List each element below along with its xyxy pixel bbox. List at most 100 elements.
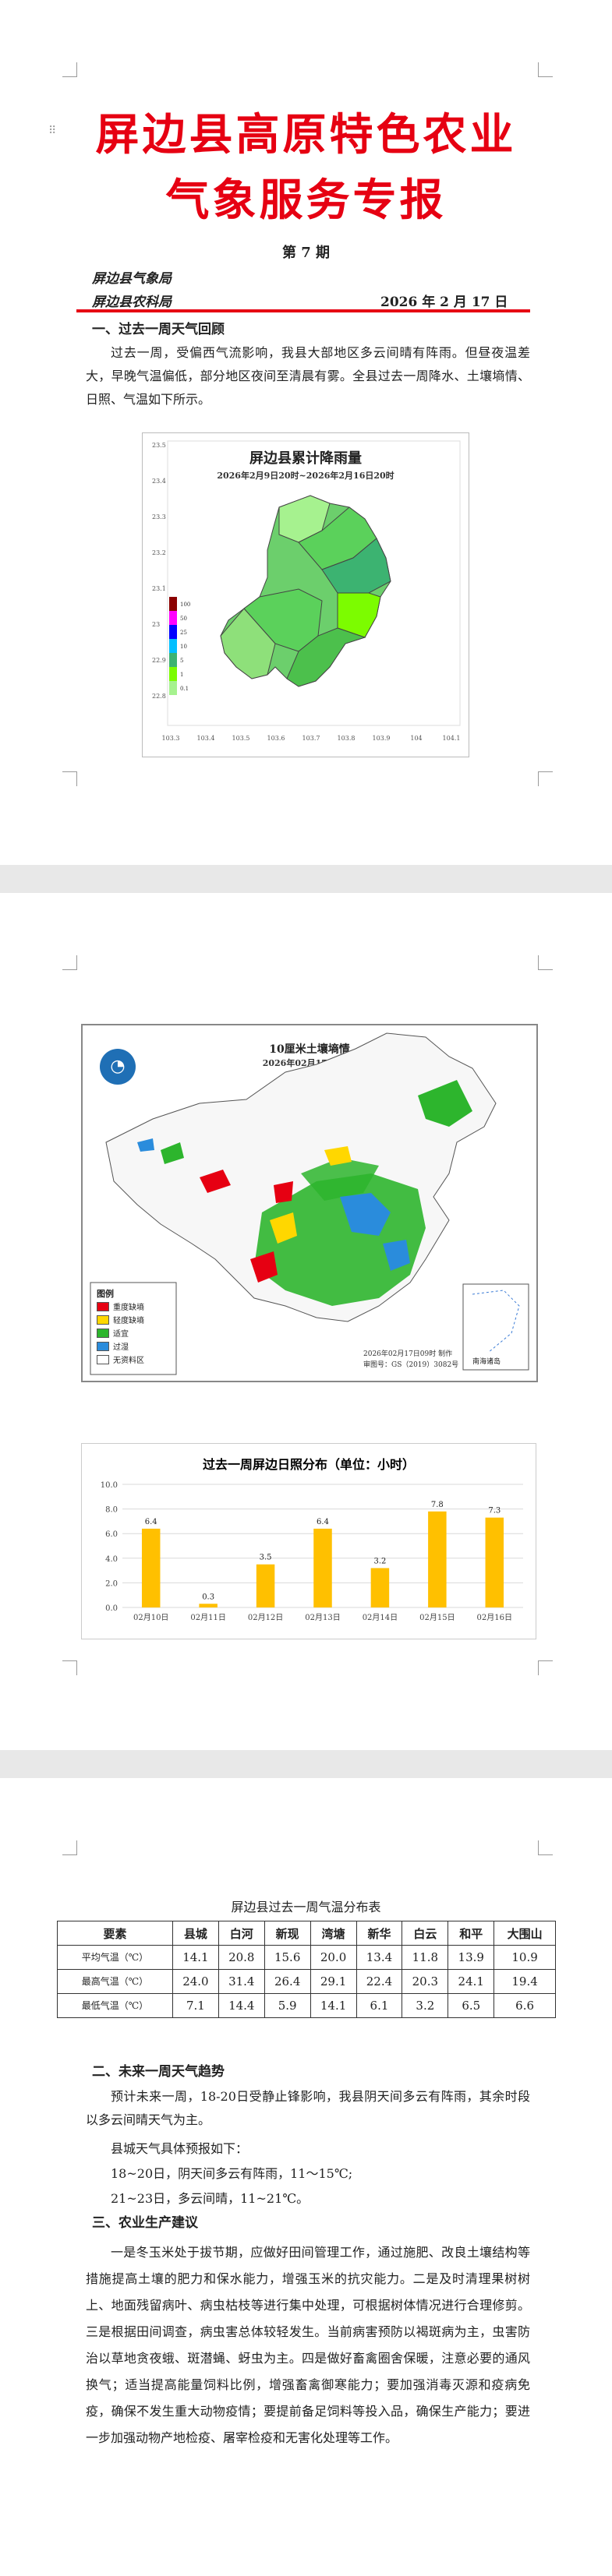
y-tick-label: 10.0 <box>101 1481 118 1490</box>
bar <box>199 1604 218 1607</box>
row-label: 最低气温（℃） <box>57 1993 173 2018</box>
legend-value: 0.1 <box>180 686 189 692</box>
main-title-line2: 气象服务专报 <box>165 175 447 226</box>
section-paragraph: 一是冬玉米处于拔节期，应做好田间管理工作，通过施肥、改良土壤结构等措施提高土壤的… <box>86 2245 530 2445</box>
south-sea-inset <box>462 1283 529 1371</box>
drag-handle-icon[interactable]: ⠿ <box>48 125 57 137</box>
y-tick-label: 8.0 <box>105 1506 118 1515</box>
soil-legend-list: 重度缺墒 轻度缺墒 适宜 过湿 无资料区 <box>97 1300 144 1366</box>
legend-item: 过湿 <box>97 1339 144 1353</box>
corner-mark <box>62 62 77 77</box>
table-row: 最低气温（℃） 7.1 14.4 5.9 14.1 6.1 3.2 6.5 6.6 <box>57 1993 556 2018</box>
x-tick-label: 02月14日 <box>363 1613 398 1622</box>
data-label: 7.3 <box>488 1507 501 1516</box>
x-tick-label: 103.9 <box>373 735 391 742</box>
table-header-cell: 和平 <box>448 1921 495 1946</box>
table-header-cell: 县城 <box>172 1921 219 1946</box>
section-paragraph: 过去一周，受偏西气流影响，我县大部地区多云间晴有阵雨。但昼夜温差大，早晚气温偏低… <box>86 345 530 407</box>
issuing-org-1: 屏边县气象局 <box>92 271 172 287</box>
table-caption: 屏边县过去一周气温分布表 <box>231 1900 381 1914</box>
table-cell: 22.4 <box>356 1969 403 1994</box>
rain-map-canvas: 100 50 25 10 5 1 0.1 23.5 23.4 23.3 23.2 23.1 23 22.… <box>152 440 461 742</box>
issue-number: 第 7 期 <box>281 245 331 261</box>
table-cell: 15.6 <box>264 1945 311 1970</box>
x-tick-label: 104 <box>410 735 422 742</box>
inset-boundary <box>472 1290 520 1353</box>
map-frame <box>167 440 461 726</box>
data-label: 6.4 <box>145 1518 157 1526</box>
table-header-row: 要素 县城 白河 新现 湾塘 新华 白云 和平 大围山 <box>57 1921 556 1946</box>
y-tick-label: 0.0 <box>105 1604 118 1613</box>
x-tick-label: 103.4 <box>197 735 215 742</box>
legend-label: 无资料区 <box>113 1357 144 1365</box>
moist-zone-adequate <box>301 1158 379 1201</box>
y-tick-label: 23.5 <box>152 442 166 449</box>
y-tick-label: 22.9 <box>152 657 166 664</box>
table-header-cell: 要素 <box>57 1921 173 1946</box>
moist-zone-wet <box>137 1138 154 1152</box>
corner-mark <box>62 771 77 786</box>
soil-map-footer-2: 审图号：GS（2019）3082号 <box>363 1361 459 1369</box>
x-tick-label: 103.3 <box>162 735 180 742</box>
rain-legend: 100 50 25 10 5 1 0.1 <box>169 597 190 695</box>
data-label: 6.4 <box>317 1518 329 1526</box>
chart-title: 过去一周屏边日照分布（单位：小时） <box>203 1457 415 1472</box>
legend-value: 10 <box>180 644 187 650</box>
section-heading: 二、未来一周天气趋势 <box>92 2064 225 2080</box>
legend-swatch <box>169 653 177 667</box>
forecast-intro: 县城天气具体预报如下： <box>111 2141 249 2156</box>
cma-logo-icon: ◔ <box>100 1049 136 1085</box>
table-cell: 14.1 <box>172 1945 219 1970</box>
table-cell: 24.1 <box>448 1969 495 1994</box>
data-label: 3.2 <box>373 1557 386 1565</box>
chart-y-axis: 0.0 2.0 4.0 6.0 8.0 10.0 <box>101 1481 118 1613</box>
table-cell: 24.0 <box>172 1969 219 1994</box>
y-tick-label: 23 <box>152 621 160 628</box>
legend-label: 轻度缺墒 <box>113 1317 144 1325</box>
legend-value: 25 <box>180 630 187 636</box>
x-tick-label: 104.1 <box>443 735 461 742</box>
y-tick-label: 23.2 <box>152 549 166 556</box>
table-cell: 13.4 <box>356 1945 403 1970</box>
corner-mark <box>538 1840 553 1855</box>
legend-swatch <box>97 1354 109 1364</box>
legend-swatch <box>97 1341 109 1351</box>
table-cell: 14.4 <box>218 1993 265 2018</box>
table-cell: 3.2 <box>402 1993 449 2018</box>
x-tick-label: 02月11日 <box>190 1613 225 1622</box>
data-label: 7.8 <box>431 1501 444 1509</box>
table-body: 平均气温（℃） 14.1 20.8 15.6 20.0 13.4 11.8 13.9 10.9 最… <box>57 1945 556 2018</box>
rain-map-subtitle: 2026年2月9日20时~2026年2月16日20时 <box>217 471 394 481</box>
y-tick-label: 23.3 <box>152 513 166 520</box>
data-label: 3.5 <box>260 1554 272 1562</box>
table-cell: 20.3 <box>402 1969 449 1994</box>
table-header-cell: 大围山 <box>493 1921 556 1946</box>
table-cell: 31.4 <box>218 1969 265 1994</box>
legend-swatch <box>169 639 177 653</box>
x-tick-label: 103.6 <box>267 735 285 742</box>
table-cell: 6.1 <box>356 1993 403 2018</box>
table-cell: 14.1 <box>310 1993 357 2018</box>
forecast-line: 18~20日，阴天间多云有阵雨，11～15℃; <box>111 2166 353 2181</box>
soil-legend-title: 图例 <box>97 1289 114 1299</box>
rain-y-axis: 23.5 23.4 23.3 23.2 23.1 23 22.9 22.8 <box>152 442 166 700</box>
table-cell: 5.9 <box>264 1993 311 2018</box>
y-tick-label: 2.0 <box>105 1579 118 1588</box>
table-cell: 7.1 <box>172 1993 219 2018</box>
township-region <box>220 608 276 679</box>
chart-bars <box>141 1511 504 1607</box>
table-row: 最高气温（℃） 24.0 31.4 26.4 29.1 22.4 20.3 24.1 19.4 <box>57 1969 556 1994</box>
legend-label: 过湿 <box>113 1343 129 1352</box>
x-tick-label: 02月12日 <box>248 1613 283 1622</box>
rain-map-figure: 屏边县累计降雨量 2026年2月9日20时~2026年2月16日20时 100 5… <box>142 432 469 757</box>
legend-swatch <box>97 1328 109 1338</box>
table-cell: 11.8 <box>402 1945 449 1970</box>
legend-swatch <box>169 597 177 611</box>
moist-zone-severe-dry <box>200 1170 231 1193</box>
table-cell: 13.9 <box>448 1945 495 1970</box>
corner-mark <box>62 955 77 970</box>
temperature-table: 要素 县城 白河 新现 湾塘 新华 白云 和平 大围山 平均气温（℃） 14.1 20.8 15.6 2… <box>57 1921 556 2018</box>
page-1: ⠿ 屏边县高原特色农业 气象服务专报 第 7 期 屏边县气象局 屏边县农科局 2… <box>0 0 612 865</box>
x-tick-label: 02月16日 <box>477 1613 512 1622</box>
bar <box>141 1528 161 1607</box>
